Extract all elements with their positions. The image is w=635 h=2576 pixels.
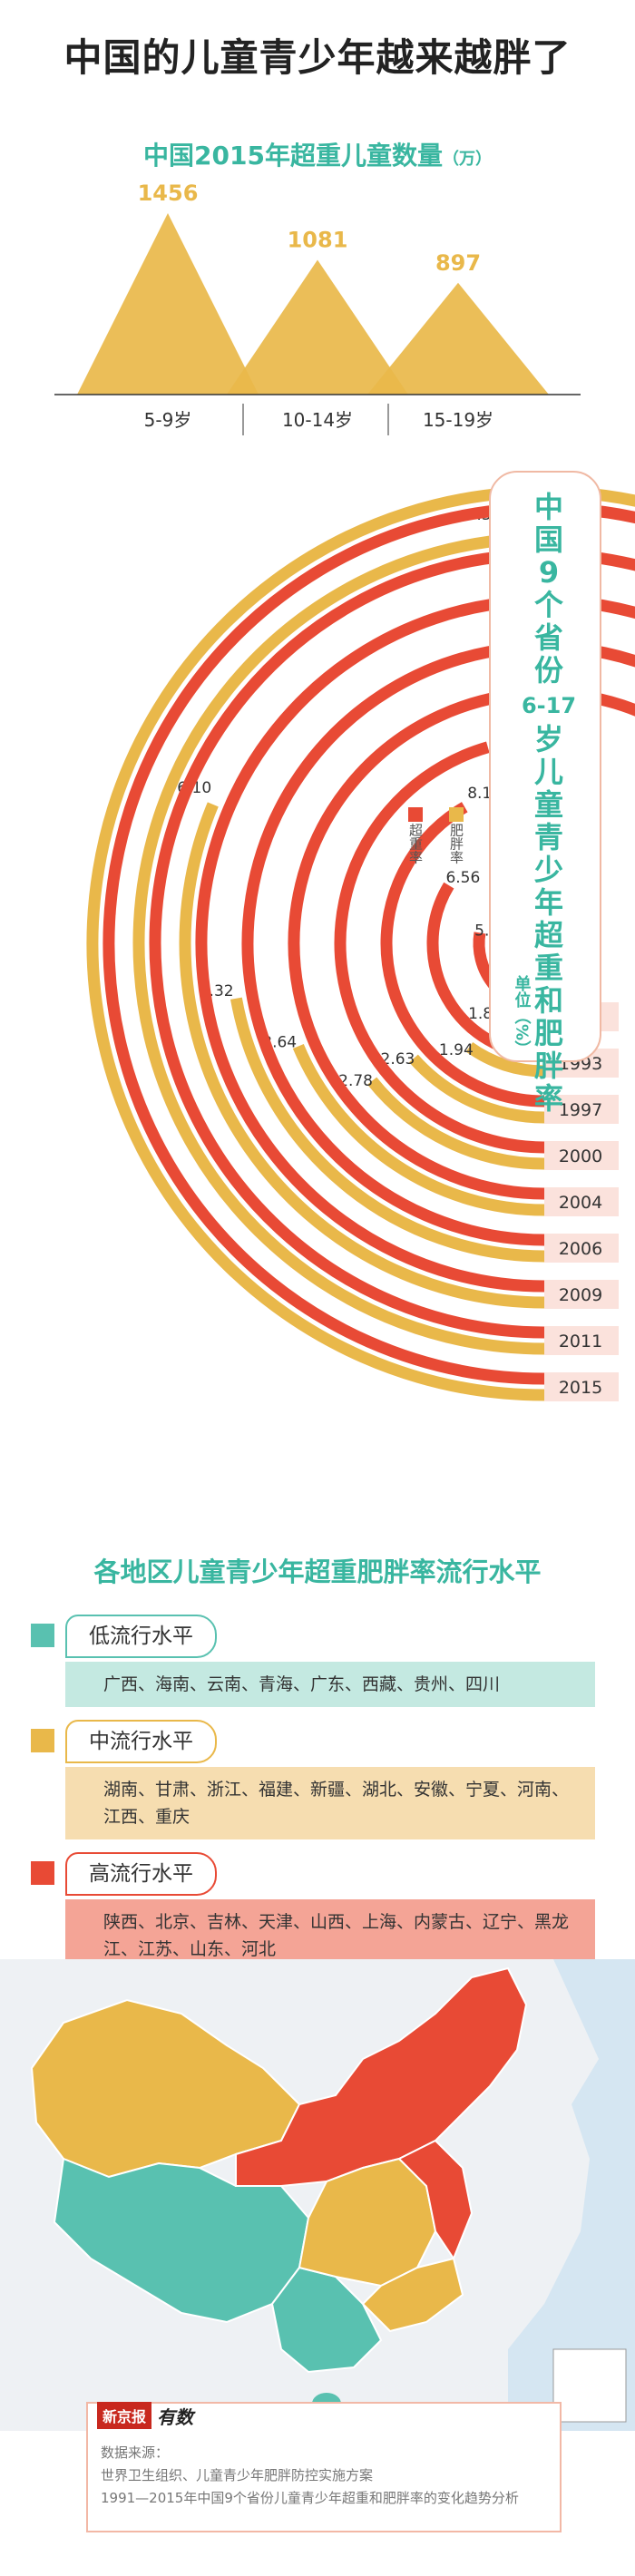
obesity-arc (179, 802, 545, 1309)
year-label-band (544, 1141, 619, 1170)
mountain-chart-title: 中国2015年超重儿童数量（万） (0, 136, 635, 172)
year-label: 2011 (559, 1332, 602, 1351)
radial-title-box (489, 471, 601, 1062)
legend-label: 肥胖率 (448, 824, 464, 864)
low-level-label: 低流行水平 (65, 1615, 217, 1658)
legend-label: 超重率 (407, 824, 424, 864)
mountain-chart-title-text: 中国2015年超重儿童数量 (143, 141, 443, 171)
source-box: 新京报 有数 数据来源： 世界卫生组织、儿童青少年肥胖防控实施方案 1991—2… (86, 2402, 562, 2532)
logo-red-part: 新京报 (97, 2402, 152, 2429)
map-region-east (397, 2139, 474, 2261)
overweight-arc (334, 741, 545, 1154)
mountain-peak (77, 213, 259, 395)
year-label: 1997 (559, 1100, 602, 1120)
obesity-arc (132, 535, 545, 1355)
mid-level-provinces: 湖南、甘肃、浙江、福建、新疆、湖北、安徽、宁夏、河南、江西、重庆 (65, 1767, 595, 1839)
radial-title-char: 中 (534, 490, 563, 524)
region-section-title: 各地区儿童青少年超重肥胖率流行水平 (93, 1556, 542, 1587)
radial-title-char: 个 (534, 588, 563, 622)
mountain-value-label: 897 (435, 250, 481, 276)
radial-title-char: 和 (534, 983, 563, 1018)
obesity-value-label: 2.63 (381, 1050, 415, 1068)
map-inset (552, 2348, 627, 2423)
radial-title-char: 省 (534, 620, 563, 655)
radial-title-char: 份 (534, 653, 563, 688)
year-label-band (544, 1095, 619, 1124)
year-label-band (544, 1326, 619, 1355)
radial-unit-label: 单位（%） (513, 974, 532, 1057)
mountain-value-label: 1456 (138, 181, 199, 206)
source-lines: 数据来源： 世界卫生组织、儿童青少年肥胖防控实施方案 1991—2015年中国9… (101, 2442, 519, 2510)
radial-title-char: 超 (534, 918, 564, 952)
mountain-chart-unit: （万） (442, 150, 492, 169)
year-label: 2009 (559, 1285, 602, 1305)
radial-title-char: 年 (534, 885, 563, 920)
obesity-arc (230, 997, 545, 1263)
source-line: 世界卫生组织、儿童青少年肥胖防控实施方案 (101, 2467, 374, 2483)
radial-title-char: 6-17 (522, 693, 576, 718)
overweight-arc (103, 502, 635, 1385)
source-line: 1991—2015年中国9个省份儿童青少年超重和肥胖率的变化趋势分析 (101, 2490, 519, 2506)
mountain-category-label: 5-9岁 (144, 409, 192, 431)
year-label-band (544, 1234, 619, 1263)
overweight-arc (380, 802, 545, 1107)
mountain-chart: 1456 5-9岁 1081 10-14岁 897 15-19岁 (54, 181, 581, 435)
radial-title-char: 儿 (534, 755, 563, 789)
radial-title-char: 童 (534, 787, 563, 822)
year-label-band (544, 1280, 619, 1309)
radial-bar-chart: 1991199319972000200420062009201120155.37… (86, 471, 635, 1401)
map-region-southeast (361, 2257, 464, 2333)
year-label: 2015 (559, 1378, 602, 1398)
mountain-peak (227, 259, 408, 395)
mountain-value-label: 1081 (288, 228, 348, 253)
mountain-category-label: 15-19岁 (423, 409, 493, 431)
radial-title-char: 率 (534, 1081, 563, 1116)
radial-title-char: 胖 (534, 1049, 563, 1083)
radial-title-char: 国 (534, 522, 563, 557)
high-level-label: 高流行水平 (65, 1852, 217, 1896)
obesity-arc (367, 1077, 545, 1170)
mountain-category-label: 10-14岁 (282, 409, 353, 431)
china-map (0, 1959, 635, 2431)
low-level-swatch (31, 1624, 54, 1647)
region-levels: 低流行水平 广西、海南、云南、青海、广东、西藏、贵州、四川 中流行水平 湖南、甘… (0, 1615, 635, 1972)
map-sea (508, 1959, 635, 2431)
logo-black-part: 有数 (157, 2405, 194, 2428)
mountain-peak (367, 282, 549, 395)
year-label: 2006 (559, 1239, 602, 1259)
high-level-swatch (31, 1861, 54, 1885)
year-label-band (544, 1187, 619, 1216)
overweight-arc (241, 640, 635, 1246)
obesity-value-label: 2.78 (338, 1072, 373, 1090)
radial-title-char: 重 (534, 951, 563, 985)
year-label: 2004 (559, 1193, 602, 1213)
radial-title-char: 少 (534, 853, 563, 887)
mid-level-label: 中流行水平 (65, 1720, 217, 1763)
source-heading: 数据来源： (101, 2444, 170, 2461)
radial-title-char: 青 (534, 820, 563, 854)
radial-title-char: 岁 (534, 722, 563, 756)
overweight-value-label: 6.56 (445, 869, 480, 887)
obesity-arc (465, 1041, 545, 1078)
obesity-arc (292, 1044, 545, 1216)
obesity-arc (409, 1054, 545, 1124)
page-title: 中国的儿童青少年越来越胖了 (64, 35, 572, 80)
radial-title-char: 肥 (534, 1016, 563, 1050)
mid-level-swatch (31, 1729, 54, 1752)
overweight-arc (149, 548, 635, 1339)
legend-swatch (408, 807, 423, 822)
source-logo: 新京报 有数 (97, 2402, 193, 2429)
legend-swatch (449, 807, 464, 822)
year-label-band (544, 1372, 619, 1401)
radial-title-char: 9 (539, 555, 559, 590)
obesity-arc (86, 485, 635, 1401)
low-level-provinces: 广西、海南、云南、青海、广东、西藏、贵州、四川 (65, 1662, 595, 1707)
year-label: 2000 (559, 1147, 602, 1166)
obesity-value-label: 1.94 (439, 1041, 474, 1059)
